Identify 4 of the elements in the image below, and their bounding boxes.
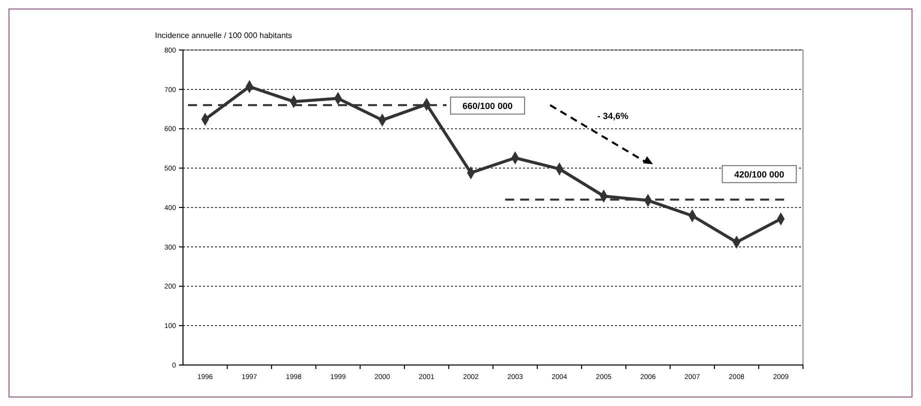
annotation: - 34,6%: [597, 110, 628, 121]
y-axis-title: Incidence annuelle / 100 000 habitants: [155, 31, 292, 40]
ref-line-label: 420/100 000: [734, 170, 784, 180]
ref-line-label: 660/100 000: [462, 101, 513, 112]
